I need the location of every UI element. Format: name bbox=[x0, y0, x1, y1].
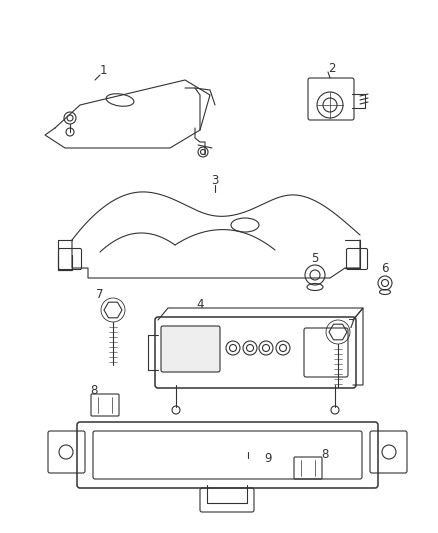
Text: 7: 7 bbox=[96, 288, 104, 302]
Text: 1: 1 bbox=[99, 63, 107, 77]
Text: 8: 8 bbox=[321, 448, 328, 462]
Text: 9: 9 bbox=[264, 451, 272, 464]
Text: 3: 3 bbox=[211, 174, 219, 187]
Text: 7: 7 bbox=[348, 319, 356, 332]
Text: 4: 4 bbox=[196, 298, 204, 311]
Text: 6: 6 bbox=[381, 262, 389, 274]
Text: 2: 2 bbox=[328, 61, 336, 75]
Text: 5: 5 bbox=[311, 252, 319, 264]
Text: 8: 8 bbox=[90, 384, 98, 397]
FancyBboxPatch shape bbox=[161, 326, 220, 372]
